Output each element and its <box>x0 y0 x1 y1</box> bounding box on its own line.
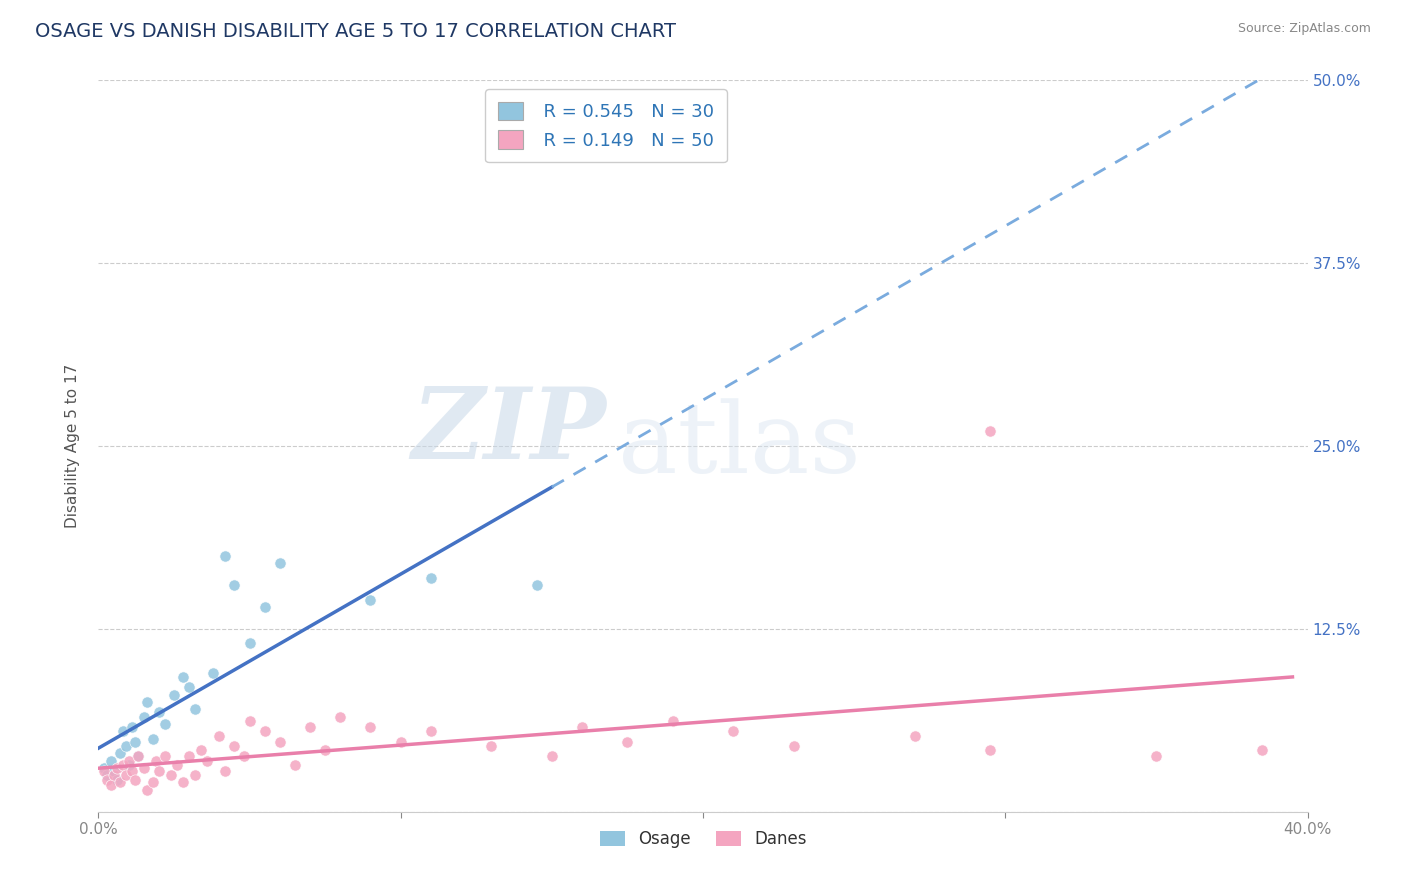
Point <box>145 754 167 768</box>
Legend: Osage, Danes: Osage, Danes <box>593 823 813 855</box>
Point <box>360 592 382 607</box>
Point <box>481 739 503 753</box>
Point <box>239 714 262 728</box>
Point <box>103 764 125 778</box>
Point <box>100 754 122 768</box>
Point <box>142 731 165 746</box>
Point <box>329 709 352 723</box>
Point <box>360 720 382 734</box>
Point <box>103 768 125 782</box>
Point <box>108 746 131 760</box>
Point <box>179 681 201 695</box>
Point <box>269 734 291 748</box>
Point <box>661 714 683 728</box>
Point <box>526 578 548 592</box>
Point <box>105 772 128 787</box>
Point <box>135 782 157 797</box>
Point <box>100 778 122 792</box>
Point <box>184 702 207 716</box>
Point <box>269 556 291 570</box>
Text: ZIP: ZIP <box>412 384 606 480</box>
Point <box>142 775 165 789</box>
Point <box>127 749 149 764</box>
Point <box>1251 743 1274 757</box>
Point <box>132 709 155 723</box>
Point <box>121 764 143 778</box>
Point <box>153 717 176 731</box>
Point <box>121 720 143 734</box>
Point <box>284 758 307 772</box>
Point <box>616 734 638 748</box>
Point <box>783 739 806 753</box>
Point <box>571 720 593 734</box>
Point <box>314 743 336 757</box>
Point <box>299 720 322 734</box>
Point <box>184 768 207 782</box>
Point <box>172 670 194 684</box>
Point <box>232 749 254 764</box>
Point <box>224 739 246 753</box>
Point <box>195 754 218 768</box>
Point <box>148 705 170 719</box>
Point <box>214 764 236 778</box>
Point <box>166 758 188 772</box>
Point <box>420 571 443 585</box>
Point <box>160 768 183 782</box>
Point <box>114 739 136 753</box>
Point <box>179 749 201 764</box>
Point <box>979 743 1001 757</box>
Point <box>389 734 412 748</box>
Point <box>118 758 141 772</box>
Point <box>127 749 149 764</box>
Point <box>208 729 231 743</box>
Point <box>111 758 134 772</box>
Point <box>132 761 155 775</box>
Point <box>420 724 443 739</box>
Point <box>96 768 118 782</box>
Point <box>1144 749 1167 764</box>
Text: atlas: atlas <box>619 398 860 494</box>
Point <box>135 695 157 709</box>
Point <box>108 775 131 789</box>
Point <box>148 764 170 778</box>
Point <box>153 749 176 764</box>
Point <box>979 425 1001 439</box>
Point <box>114 768 136 782</box>
Point <box>111 724 134 739</box>
Text: OSAGE VS DANISH DISABILITY AGE 5 TO 17 CORRELATION CHART: OSAGE VS DANISH DISABILITY AGE 5 TO 17 C… <box>35 22 676 41</box>
Point <box>93 761 115 775</box>
Y-axis label: Disability Age 5 to 17: Disability Age 5 to 17 <box>65 364 80 528</box>
Point <box>163 688 186 702</box>
Point <box>124 734 146 748</box>
Point <box>172 775 194 789</box>
Point <box>118 754 141 768</box>
Point <box>904 729 927 743</box>
Point <box>190 743 212 757</box>
Point <box>202 665 225 680</box>
Point <box>723 724 745 739</box>
Text: Source: ZipAtlas.com: Source: ZipAtlas.com <box>1237 22 1371 36</box>
Point <box>253 599 276 614</box>
Point <box>124 772 146 787</box>
Point <box>224 578 246 592</box>
Point <box>105 761 128 775</box>
Point <box>93 764 115 778</box>
Point <box>540 749 562 764</box>
Point <box>214 549 236 563</box>
Point <box>239 636 262 650</box>
Point <box>253 724 276 739</box>
Point <box>96 772 118 787</box>
